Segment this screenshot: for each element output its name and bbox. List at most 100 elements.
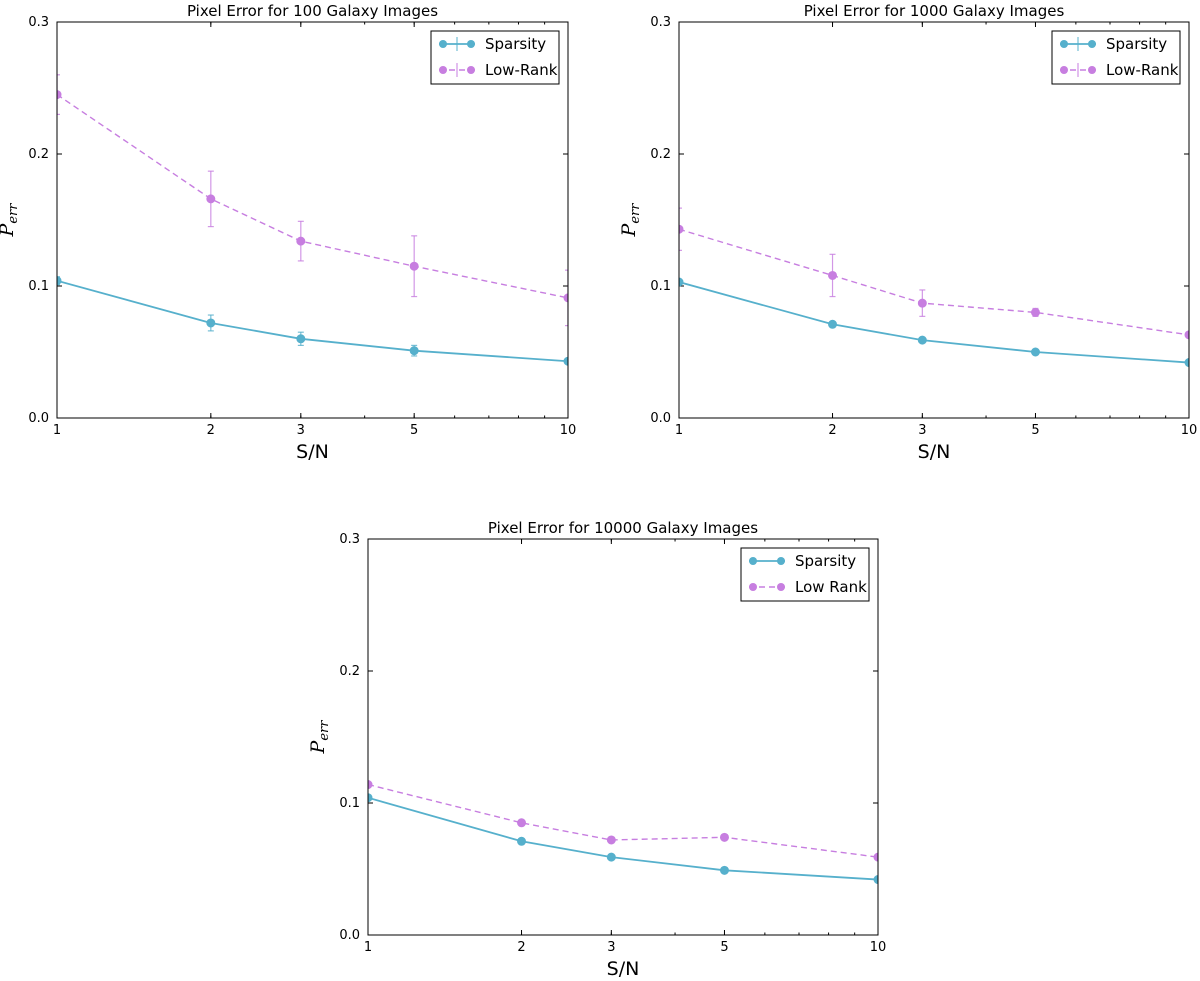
data-point	[606, 852, 616, 862]
legend-marker	[777, 583, 785, 591]
series-line	[679, 228, 1189, 336]
x-tick-label: 1	[364, 940, 372, 955]
data-point	[873, 875, 878, 885]
legend-label: Sparsity	[485, 35, 546, 53]
data-point	[1030, 307, 1040, 317]
legend-label: Sparsity	[795, 552, 856, 570]
data-point	[409, 346, 419, 356]
x-tick-label: 5	[1031, 423, 1039, 438]
legend-box	[1051, 30, 1181, 85]
data-point	[57, 90, 62, 100]
y-axis-label: Perr	[0, 203, 21, 238]
data-point	[57, 276, 62, 286]
plot-area	[57, 74, 568, 366]
plot-frame	[367, 538, 879, 936]
legend-box	[740, 547, 870, 602]
legend-entry: Sparsity	[439, 35, 546, 53]
series-line	[368, 796, 878, 881]
chart-3: Pixel Error for 10000 Galaxy Images 1 2 3 5 1…	[307, 519, 886, 980]
data-point	[368, 780, 373, 790]
legend: Sparsity Low Rank	[740, 547, 870, 602]
series-sparsity	[368, 793, 878, 885]
legend-marker	[777, 557, 785, 565]
data-point	[719, 832, 729, 842]
chart-title: Pixel Error for 1000 Galaxy Images	[804, 2, 1065, 20]
data-point	[296, 236, 306, 246]
y-tick-label: 0.2	[28, 147, 49, 162]
x-axis-label: S/N	[918, 441, 951, 463]
data-point	[719, 865, 729, 875]
series-line	[368, 783, 878, 858]
x-tick-label: 2	[207, 423, 215, 438]
legend-entry: Low Rank	[749, 578, 867, 596]
legend-entry: Sparsity	[1060, 35, 1167, 53]
legend-marker	[1060, 66, 1068, 74]
data-point	[517, 818, 527, 828]
legend-label: Sparsity	[1106, 35, 1167, 53]
data-point	[206, 194, 216, 204]
data-point	[1030, 347, 1040, 357]
y-tick-label: 0.0	[650, 411, 671, 426]
legend-marker	[1060, 40, 1068, 48]
legend-entry: Low-Rank	[1060, 61, 1179, 79]
plot-frame	[678, 21, 1190, 419]
legend-entry: Low-Rank	[439, 61, 558, 79]
series-sparsity	[679, 277, 1189, 368]
data-point	[873, 852, 878, 862]
data-point	[1184, 358, 1189, 368]
y-axis-label: Perr	[307, 720, 332, 755]
series-line	[57, 279, 568, 363]
x-axis-label: S/N	[607, 958, 640, 980]
legend-entry: Sparsity	[749, 552, 856, 570]
legend: Sparsity Low-Rank	[1051, 30, 1181, 85]
data-point	[517, 836, 527, 846]
series-sparsity	[57, 276, 568, 366]
x-tick-label: 10	[870, 940, 887, 955]
data-point	[606, 835, 616, 845]
legend-marker	[1088, 40, 1096, 48]
x-tick-label: 3	[607, 940, 615, 955]
plot-area	[679, 207, 1189, 368]
legend-marker	[439, 66, 447, 74]
legend-label: Low-Rank	[1106, 61, 1179, 79]
y-tick-label: 0.1	[28, 279, 49, 294]
legend-marker	[439, 40, 447, 48]
data-point	[828, 270, 838, 280]
x-tick-label: 5	[720, 940, 728, 955]
x-tick-label: 1	[675, 423, 683, 438]
y-tick-label: 0.1	[650, 279, 671, 294]
x-tick-label: 3	[297, 423, 305, 438]
data-point	[917, 335, 927, 345]
legend-box	[430, 30, 560, 85]
data-point	[679, 277, 684, 287]
data-point	[1184, 330, 1189, 340]
data-point	[368, 793, 373, 803]
y-tick-label: 0.2	[339, 664, 360, 679]
y-tick-label: 0.1	[339, 796, 360, 811]
y-tick-label: 0.3	[339, 532, 360, 547]
y-tick-label: 0.2	[650, 147, 671, 162]
data-point	[206, 318, 216, 328]
chart-2: Pixel Error for 1000 Galaxy Images 1 2 3 5 10…	[618, 2, 1197, 463]
x-axis-label: S/N	[296, 441, 329, 463]
x-tick-label: 10	[1181, 423, 1198, 438]
data-point	[296, 334, 306, 344]
series-low-rank	[57, 74, 568, 327]
data-point	[828, 319, 838, 329]
data-point	[563, 293, 568, 303]
y-tick-label: 0.3	[650, 15, 671, 30]
x-tick-label: 2	[828, 423, 836, 438]
series-low-rank	[679, 207, 1189, 340]
legend: Sparsity Low-Rank	[430, 30, 560, 85]
legend-marker	[467, 40, 475, 48]
legend-label: Low Rank	[795, 578, 867, 596]
x-tick-label: 2	[517, 940, 525, 955]
chart-1: Pixel Error for 100 Galaxy Images 1 2 3 5 10 0…	[0, 2, 576, 463]
chart-title: Pixel Error for 100 Galaxy Images	[187, 2, 438, 20]
y-axis-label: Perr	[618, 203, 643, 238]
legend-marker	[749, 583, 757, 591]
plot-area	[368, 780, 878, 885]
x-tick-label: 10	[560, 423, 577, 438]
series-line	[679, 281, 1189, 364]
